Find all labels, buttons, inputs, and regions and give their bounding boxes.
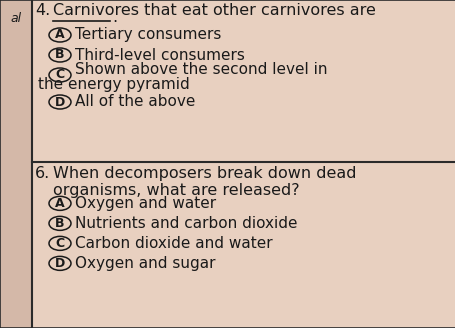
Bar [0, 0, 32, 328]
Bar [32, 0, 455, 162]
Text: Oxygen and water: Oxygen and water [75, 196, 216, 211]
Text: organisms, what are released?: organisms, what are released? [53, 183, 299, 198]
Text: the energy pyramid: the energy pyramid [38, 76, 189, 92]
Text: Nutrients and carbon dioxide: Nutrients and carbon dioxide [75, 216, 297, 231]
Text: .: . [112, 10, 117, 25]
Text: A: A [55, 197, 65, 210]
Text: B: B [55, 49, 65, 62]
Text: 6.: 6. [35, 166, 50, 181]
Text: Tertiary consumers: Tertiary consumers [75, 28, 221, 43]
Text: Carbon dioxide and water: Carbon dioxide and water [75, 236, 272, 251]
Text: B: B [55, 217, 65, 230]
Text: C: C [56, 237, 65, 250]
Text: All of the above: All of the above [75, 94, 195, 110]
Text: Carnivores that eat other carnivores are: Carnivores that eat other carnivores are [53, 3, 375, 18]
Text: Oxygen and sugar: Oxygen and sugar [75, 256, 215, 271]
Bar [32, 162, 455, 328]
Text: A: A [55, 29, 65, 42]
Text: Third-level consumers: Third-level consumers [75, 48, 244, 63]
Text: 4.: 4. [35, 3, 50, 18]
Text: C: C [56, 69, 65, 81]
Text: Shown above the second level in: Shown above the second level in [75, 62, 327, 76]
Text: al: al [10, 12, 21, 25]
Text: D: D [55, 95, 65, 109]
Text: When decomposers break down dead: When decomposers break down dead [53, 166, 356, 181]
Text: D: D [55, 257, 65, 270]
